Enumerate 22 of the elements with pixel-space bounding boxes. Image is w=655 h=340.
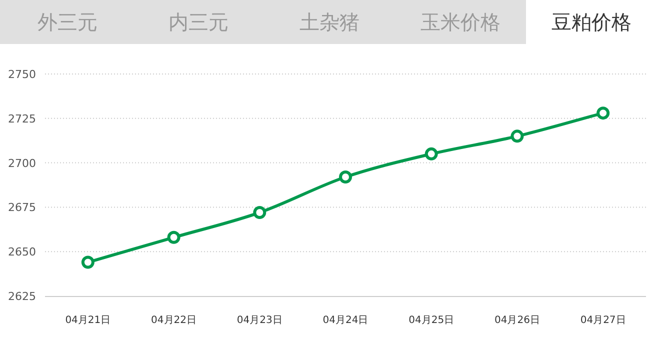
y-tick-label: 2675	[8, 201, 36, 214]
x-tick-label: 04月26日	[494, 315, 540, 326]
x-tick-label: 04月22日	[151, 315, 197, 326]
y-tick-label: 2750	[8, 68, 36, 81]
point	[596, 106, 610, 120]
point	[167, 230, 180, 244]
tabs: 外三元 内三元 土杂猪 玉米价格 豆粕价格	[38, 0, 655, 44]
point	[253, 206, 266, 220]
x-tick-label: 04月23日	[236, 315, 282, 326]
point	[510, 130, 524, 143]
y-tick-label: 2650	[8, 246, 36, 259]
x-tick-label: 04月25日	[408, 315, 454, 326]
y-tick-label: 2625	[8, 290, 36, 303]
point	[424, 147, 438, 160]
y-tick-label: 2725	[8, 112, 36, 126]
point	[339, 170, 352, 184]
x-tick-label: 04月21日	[65, 315, 111, 326]
point	[81, 256, 94, 269]
x-tick-label: 04月24日	[322, 315, 368, 326]
chart-title: 豆粕价格	[552, 10, 632, 34]
x-tick-label: 04月27日	[580, 315, 626, 326]
y-tick-label: 2700	[8, 156, 36, 170]
